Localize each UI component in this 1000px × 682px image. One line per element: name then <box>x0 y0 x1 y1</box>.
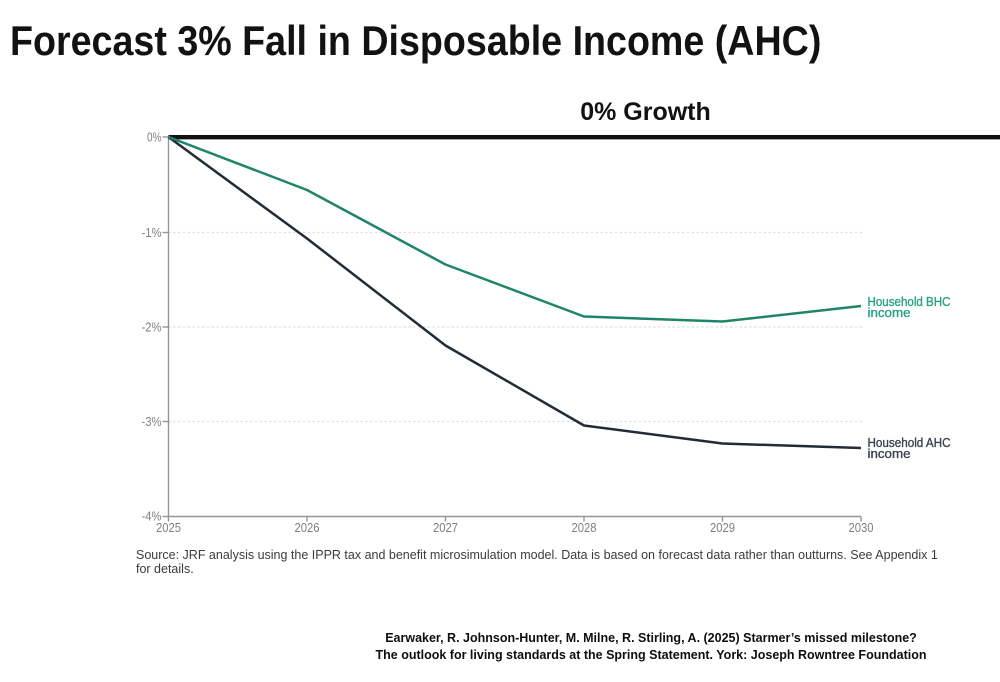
svg-text:0%: 0% <box>147 130 162 145</box>
svg-text:Household AHC: Household AHC <box>868 435 951 450</box>
svg-text:-3%: -3% <box>142 414 162 429</box>
svg-text:2030: 2030 <box>849 520 874 535</box>
svg-text:-2%: -2% <box>142 320 162 335</box>
svg-text:2028: 2028 <box>572 520 597 535</box>
svg-text:-1%: -1% <box>142 225 162 240</box>
svg-text:income: income <box>868 305 911 320</box>
svg-text:2026: 2026 <box>295 520 320 535</box>
svg-text:-4%: -4% <box>142 509 162 524</box>
svg-text:Household BHC: Household BHC <box>868 294 951 309</box>
svg-text:2025: 2025 <box>156 520 181 535</box>
svg-text:2029: 2029 <box>710 520 735 535</box>
svg-text:income: income <box>868 446 911 461</box>
svg-text:2027: 2027 <box>433 520 458 535</box>
